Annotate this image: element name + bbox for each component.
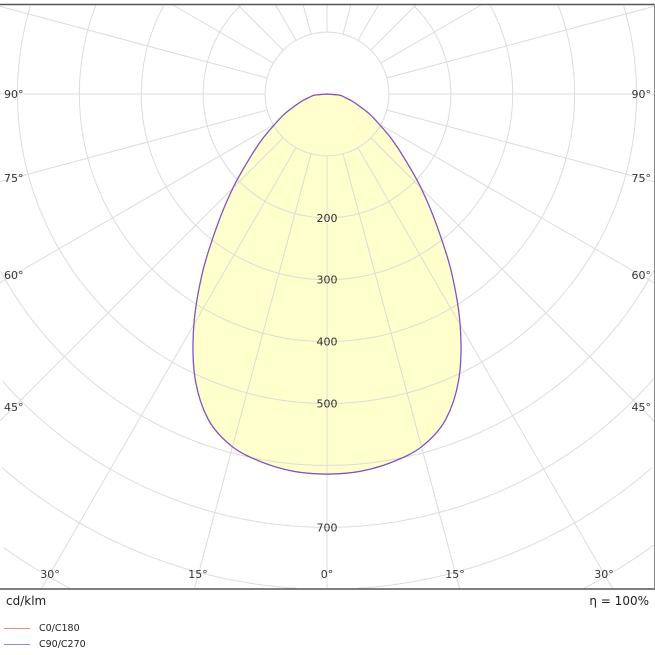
grid-spoke-345 — [194, 153, 312, 589]
legend-swatch-red — [4, 627, 30, 629]
grid-spoke-105 — [386, 5, 655, 79]
legend-label: C90/C270 — [39, 638, 86, 650]
series-curve-c90-c270 — [192, 93, 462, 475]
grid-ring-300 — [140, 5, 514, 281]
grid-spoke-150 — [357, 4, 379, 41]
radial-label-300: 300 — [317, 274, 338, 287]
angle-label-right-45: 45° — [632, 401, 652, 414]
grid-ring-900 — [3, 544, 655, 589]
legend-swatch-blue — [4, 643, 30, 645]
radial-label-500: 500 — [317, 398, 338, 411]
unit-label: cd/klm — [6, 594, 47, 608]
grid-spoke-255 — [0, 5, 268, 79]
polar-grid — [0, 4, 655, 589]
legend-label: C0/C180 — [39, 622, 80, 634]
legend-item-c90-c270: C90/C270 — [4, 636, 86, 652]
grid-spoke-300 — [0, 124, 274, 284]
grid-ring-700 — [2, 377, 655, 528]
polar-light-distribution-chart: 90° 75° 60° 45° 30° 15° 0° 90° 75° 60° 4… — [0, 3, 655, 590]
grid-spoke-330 — [41, 147, 297, 589]
grid-ring-800 — [1, 467, 653, 589]
angle-label-left-75: 75° — [4, 172, 24, 185]
radial-label-400: 400 — [317, 336, 338, 349]
angle-label-right-60: 60° — [632, 269, 652, 282]
legend: C0/C180 C90/C270 — [4, 620, 86, 652]
angle-label-left-90: 90° — [4, 88, 24, 101]
grid-spoke-30 — [357, 147, 613, 589]
angle-label-0: 0° — [321, 568, 334, 581]
radial-labels: 200 300 400 500 700 — [317, 212, 338, 534]
grid-spoke-240 — [172, 4, 274, 64]
grid-ring-600 — [0, 268, 655, 466]
angle-label-left-45: 45° — [4, 401, 24, 414]
efficiency-label: η = 100% — [589, 594, 649, 608]
series-curves — [192, 93, 462, 475]
grid-spoke-225 — [237, 4, 284, 51]
grid-spoke-285 — [0, 109, 268, 183]
angle-label-left-15: 15° — [188, 568, 208, 581]
angle-label-right-75: 75° — [632, 172, 652, 185]
grid-ring-400 — [78, 5, 576, 343]
grid-spoke-135 — [370, 4, 417, 51]
grid-spoke-315 — [0, 137, 284, 422]
grid-ring-200 — [202, 5, 452, 219]
grid-spoke-15 — [342, 153, 460, 589]
grid-spoke-165 — [342, 4, 352, 35]
grid-ring-500 — [17, 5, 637, 404]
grid-spoke-60 — [380, 124, 655, 284]
radial-label-700: 700 — [317, 521, 338, 534]
grid-spoke-120 — [380, 4, 482, 64]
grid-spoke-195 — [302, 4, 312, 35]
angle-label-left-60: 60° — [4, 269, 24, 282]
legend-item-c0-c180: C0/C180 — [4, 620, 86, 636]
angle-label-right-15: 15° — [445, 568, 465, 581]
tick-labels: 90° 75° 60° 45° 30° 15° 0° 90° 75° 60° 4… — [4, 88, 651, 581]
radial-label-200: 200 — [317, 212, 338, 225]
angle-label-left-30: 30° — [40, 568, 60, 581]
angle-label-right-30: 30° — [594, 568, 614, 581]
grid-spoke-45 — [370, 137, 655, 423]
angle-label-right-90: 90° — [632, 88, 652, 101]
grid-spoke-210 — [275, 4, 297, 41]
grid-spoke-75 — [386, 109, 655, 183]
